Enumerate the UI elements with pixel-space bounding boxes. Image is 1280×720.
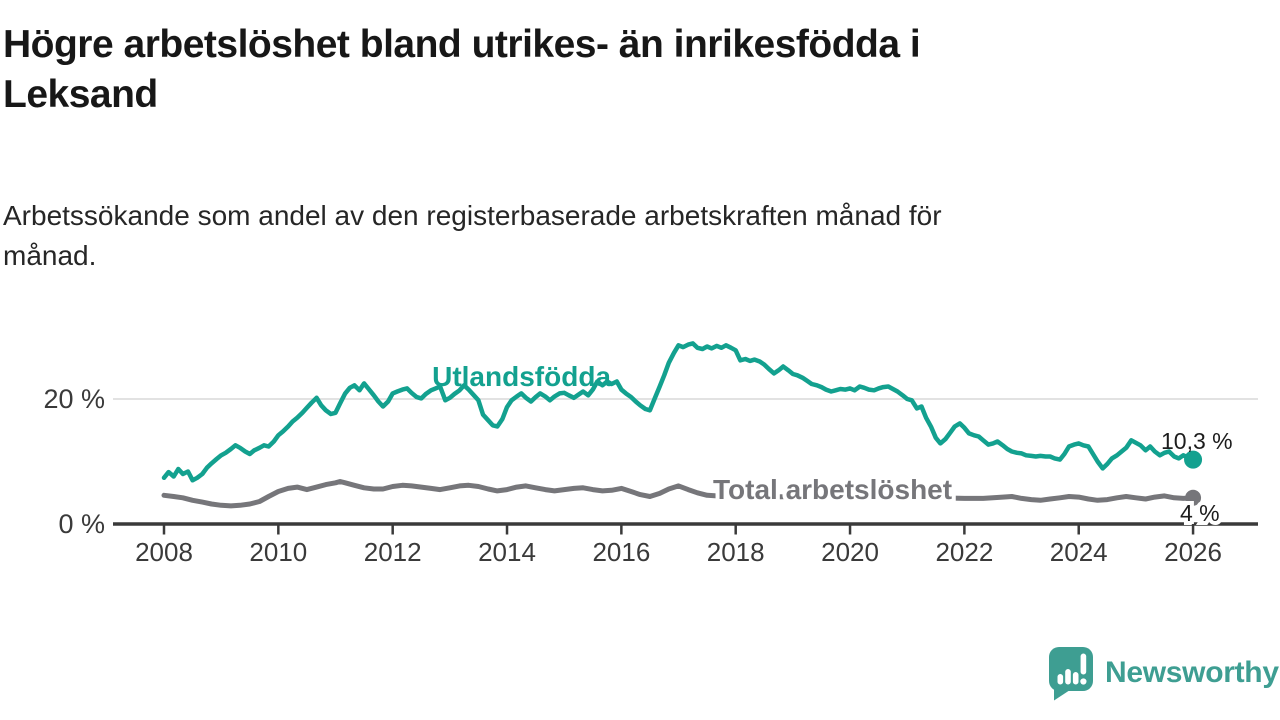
chart-subtitle: Arbetssökande som andel av den registerb… bbox=[3, 196, 1273, 276]
newsworthy-logo-icon bbox=[1049, 647, 1093, 701]
x-tick-label-2008: 2008 bbox=[135, 537, 193, 567]
chart-header: Högre arbetslöshet bland utrikes- än inr… bbox=[3, 20, 1273, 271]
x-tick-label-2024: 2024 bbox=[1050, 537, 1108, 567]
end-value-label-total: 4 % bbox=[1180, 500, 1220, 526]
series-label-total: Total arbetslöshet bbox=[713, 474, 952, 505]
x-tick-label-2020: 2020 bbox=[821, 537, 879, 567]
subtitle-line-2: månad. bbox=[3, 240, 97, 271]
line-chart: 2008 2010 2012 2014 2016 2018 2020 2022 2024 2026… bbox=[43, 341, 1258, 567]
x-tick-label-2010: 2010 bbox=[249, 537, 307, 567]
x-tick-label-2018: 2018 bbox=[707, 537, 765, 567]
y-tick-label-0: 0 % bbox=[58, 509, 105, 539]
x-tick-label-2014: 2014 bbox=[478, 537, 536, 567]
x-tick-label-2026: 2026 bbox=[1164, 537, 1222, 567]
newsworthy-branding: Newsworthy bbox=[1048, 643, 1279, 703]
newsworthy-wordmark: Newsworthy bbox=[1105, 656, 1279, 689]
series-end-dot-total bbox=[1185, 489, 1202, 506]
end-value-label-utlandsfodda: 10,3 % bbox=[1161, 428, 1233, 454]
x-tick-label-2022: 2022 bbox=[935, 537, 993, 567]
y-tick-label-20: 20 % bbox=[43, 384, 105, 414]
series-label-utlandsfodda: Utlandsfödda bbox=[432, 361, 611, 392]
series-line-total bbox=[161, 479, 1196, 509]
subtitle-line-1: Arbetssökande som andel av den registerb… bbox=[3, 200, 942, 231]
x-tick-label-2012: 2012 bbox=[364, 537, 422, 567]
series-line-utlandsfodda bbox=[161, 341, 1196, 483]
x-tick-label-2016: 2016 bbox=[592, 537, 650, 567]
page-title: Högre arbetslöshet bland utrikes- än inr… bbox=[3, 20, 1273, 120]
series-end-dot-utlandsfodda bbox=[1184, 450, 1203, 469]
title-line-2: Leksand bbox=[3, 73, 158, 116]
title-line-1: Högre arbetslöshet bland utrikes- än inr… bbox=[3, 23, 921, 66]
